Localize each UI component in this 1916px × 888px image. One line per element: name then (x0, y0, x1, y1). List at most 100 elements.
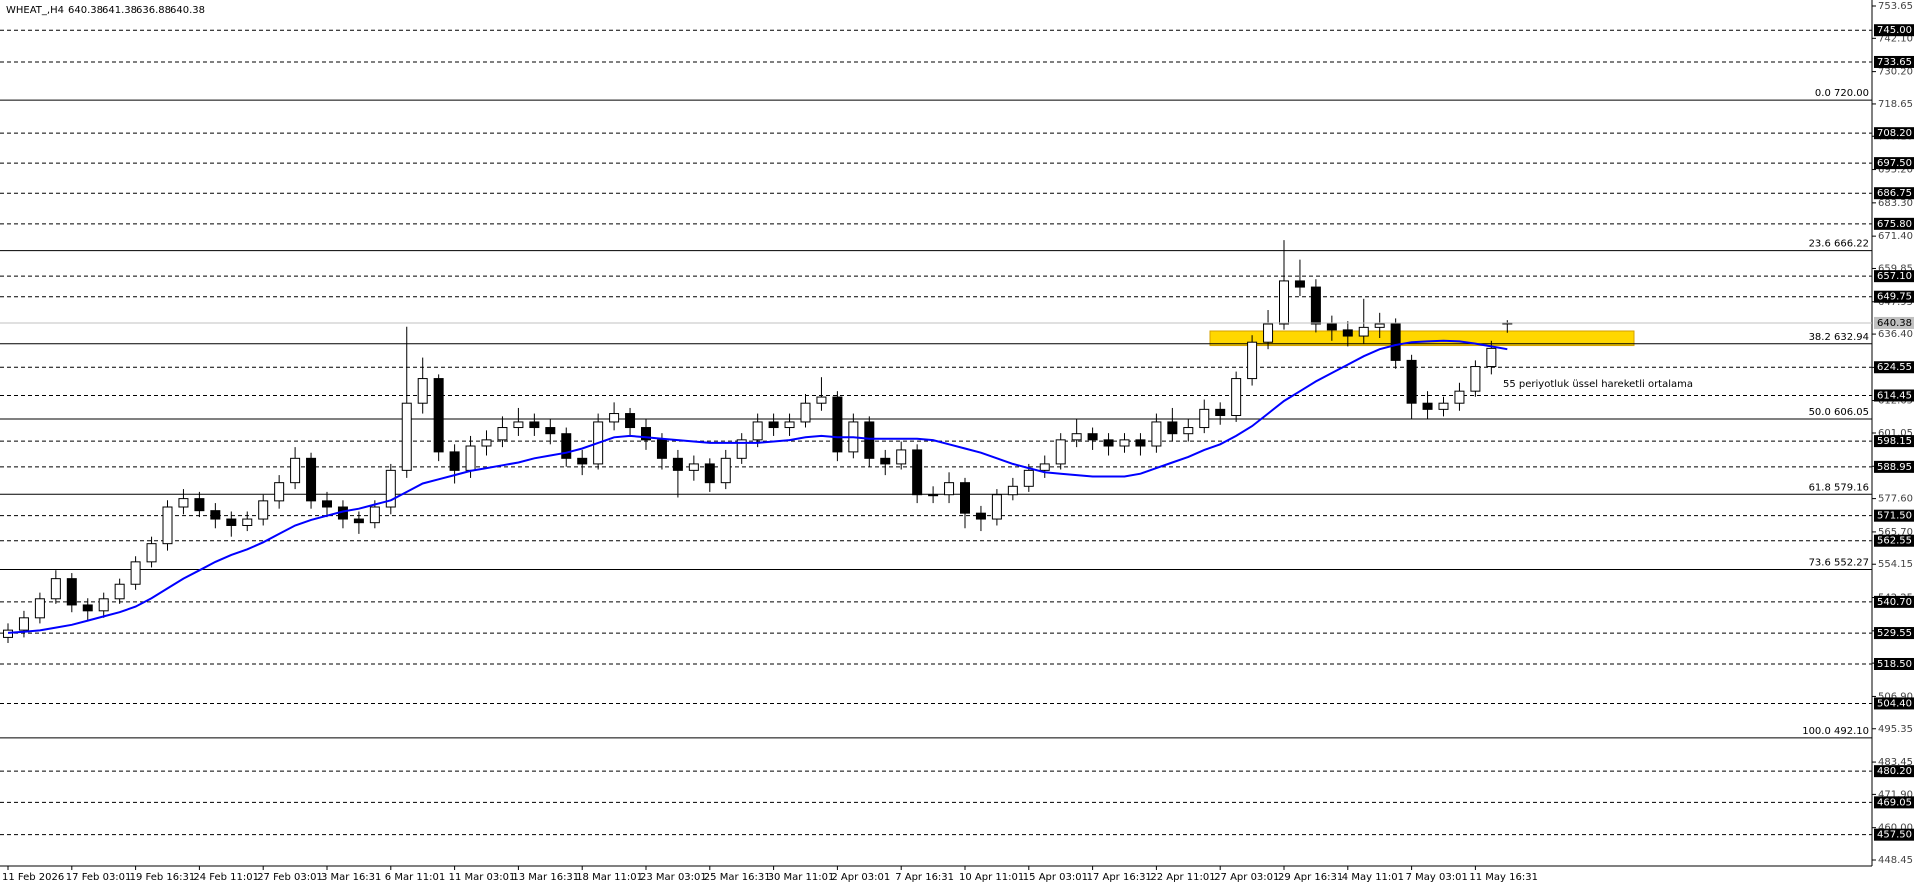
level-label-box (1874, 157, 1914, 170)
x-tick-label: 29 Apr 16:31 (1278, 872, 1343, 883)
level-label: 469.05 (1877, 797, 1912, 808)
x-tick-label: 22 Apr 11:01 (1150, 872, 1215, 883)
level-label: 745.00 (1877, 25, 1912, 36)
candle-body (82, 604, 93, 612)
y-tick-label: 695.20 (1878, 165, 1913, 176)
candle-body (736, 439, 747, 459)
candle-body (465, 445, 476, 471)
level-label: 733.65 (1877, 57, 1912, 68)
x-tick-label: 11 Mar 03:01 (449, 872, 516, 883)
candle-body (1071, 433, 1082, 441)
candle-body (1374, 323, 1385, 328)
candle-body (1119, 439, 1130, 447)
candle-body (688, 463, 699, 471)
fib-label: 38.2 632.94 (1809, 332, 1869, 343)
y-tick-label: 753.65 (1878, 1, 1913, 12)
x-tick-label: 3 Mar 16:31 (321, 872, 381, 883)
candle-body (880, 457, 891, 465)
level-label: 649.75 (1877, 292, 1912, 303)
candle-body (1023, 469, 1034, 487)
candle-body (1422, 402, 1433, 410)
x-tick-label: 7 Apr 16:31 (895, 872, 954, 883)
candle-body (991, 494, 1002, 520)
candle-body (417, 378, 428, 404)
x-tick-label: 27 Apr 03:01 (1214, 872, 1279, 883)
candle-body (66, 578, 77, 606)
y-tick-label: 683.30 (1878, 198, 1913, 209)
level-label: 562.55 (1877, 536, 1912, 547)
candle-body (290, 457, 301, 484)
candle-body (1247, 341, 1258, 380)
candle-body (720, 457, 731, 484)
candle-body (130, 561, 141, 585)
symbol: WHEAT_,H4 (6, 5, 64, 16)
candle-body (497, 427, 508, 441)
candle-body (864, 421, 875, 459)
x-tick-label: 17 Apr 16:31 (1087, 872, 1152, 883)
fib-label: 100.0 492.10 (1802, 726, 1869, 737)
candle-body (274, 482, 285, 502)
fib-label: 23.6 666.22 (1809, 239, 1869, 250)
y-tick-label: 471.90 (1878, 789, 1913, 800)
x-tick-label: 23 Mar 03:01 (640, 872, 707, 883)
level-label: 480.20 (1877, 766, 1912, 777)
level-label: 708.20 (1877, 128, 1912, 139)
candle-body (1039, 463, 1050, 471)
candle-body (625, 413, 636, 429)
candle-body (513, 421, 524, 429)
level-label-box (1874, 595, 1914, 608)
level-label: 457.50 (1877, 830, 1912, 841)
candle-body (226, 518, 237, 526)
candle-body (1007, 485, 1018, 496)
candle-body (609, 413, 620, 423)
x-tick-label: 15 Apr 03:01 (1023, 872, 1088, 883)
level-label-box (1874, 270, 1914, 283)
candle-body (656, 439, 667, 459)
fib-label: 0.0 720.00 (1815, 88, 1869, 99)
level-label: 657.10 (1877, 271, 1912, 282)
candle-body (975, 512, 986, 520)
candle-body (1406, 359, 1417, 404)
level-label-box (1874, 828, 1914, 841)
candle-body (1326, 323, 1337, 331)
level-label-box (1874, 765, 1914, 778)
candle-body (3, 629, 13, 638)
candle-body (1167, 421, 1178, 435)
candle-body (1199, 408, 1210, 429)
level-label-box (1874, 460, 1914, 473)
level-label-box (1874, 24, 1914, 37)
candle-body (258, 500, 269, 520)
x-tick-label: 2 Apr 03:01 (831, 872, 890, 883)
level-label-box (1874, 657, 1914, 670)
level-label-box (1874, 435, 1914, 448)
candle-body (18, 617, 29, 631)
y-tick-label: 601.05 (1878, 428, 1913, 439)
level-label-box (1874, 217, 1914, 230)
x-tick-label: 7 May 03:01 (1406, 872, 1468, 883)
level-label-box (1874, 55, 1914, 68)
level-label: 624.55 (1877, 362, 1912, 373)
candle-body (912, 449, 923, 496)
y-tick-label: 671.40 (1878, 231, 1913, 242)
candle-body (928, 494, 939, 497)
candle-body (162, 506, 173, 545)
level-label: 518.50 (1877, 659, 1912, 670)
candle-body (896, 449, 907, 465)
candle-body (146, 543, 157, 563)
level-label: 598.15 (1877, 436, 1912, 447)
candle-body (529, 421, 540, 429)
x-tick-label: 11 May 16:31 (1469, 872, 1538, 883)
y-tick-label: 483.45 (1878, 757, 1913, 768)
candle-body (1151, 421, 1162, 447)
x-tick-label: 18 Mar 11:01 (576, 872, 643, 883)
candle-body (50, 578, 61, 600)
y-tick-label: 554.15 (1878, 559, 1913, 570)
x-tick-label: 25 Mar 16:31 (704, 872, 771, 883)
candle-body (752, 421, 763, 441)
level-label: 529.55 (1877, 628, 1912, 639)
y-tick-label: 577.60 (1878, 494, 1913, 505)
level-label-box (1874, 361, 1914, 374)
candle-body (1263, 323, 1274, 343)
candle-body (306, 457, 317, 502)
